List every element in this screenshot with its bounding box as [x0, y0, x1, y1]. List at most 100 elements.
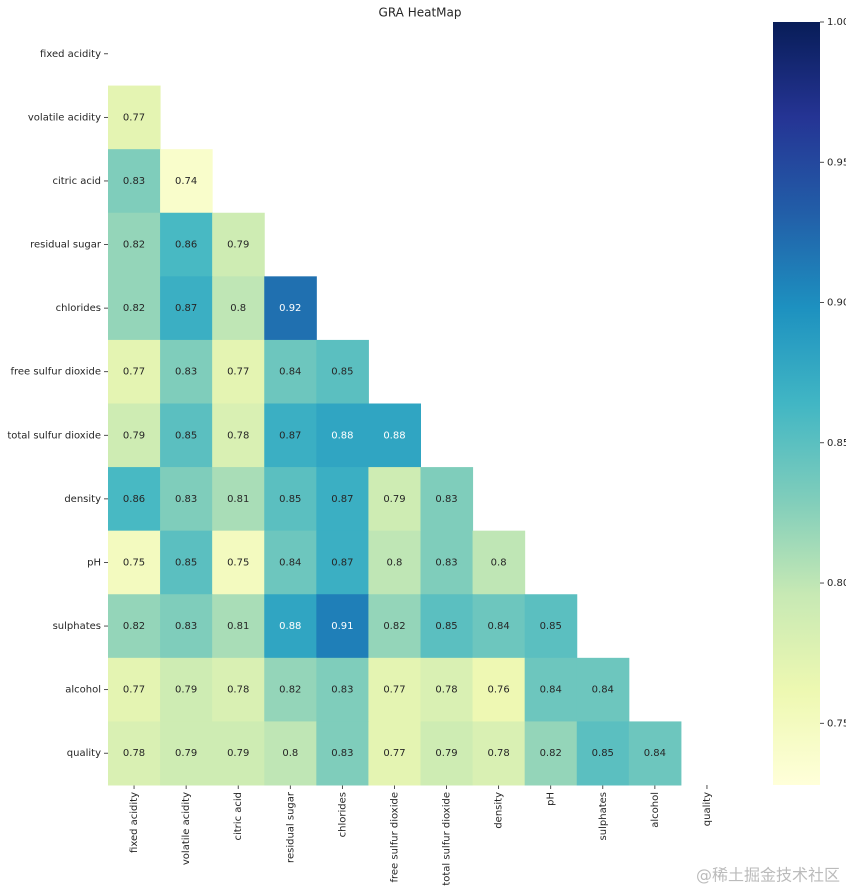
- cell-label: 0.84: [279, 557, 301, 568]
- cell-label: 0.79: [123, 430, 145, 441]
- heatmap-cell: [368, 657, 421, 722]
- cell-label: 0.79: [435, 748, 457, 759]
- heatmap-cell: [420, 721, 474, 786]
- x-tick-label: density: [494, 792, 505, 829]
- colorbar-tick-label: 0.80: [827, 578, 846, 589]
- heatmap-cell: [316, 467, 369, 532]
- x-tick-label: fixed acidity: [129, 792, 140, 853]
- heatmap-cell: [316, 657, 369, 722]
- cell-label: 0.87: [331, 494, 353, 505]
- cell-label: 0.85: [435, 621, 457, 632]
- cell-label: 0.83: [331, 748, 353, 759]
- y-tick-label: citric acid: [52, 176, 101, 187]
- watermark: @稀土掘金技术社区: [696, 866, 840, 885]
- heatmap-cell: [108, 212, 161, 277]
- cell-label: 0.77: [227, 367, 249, 378]
- cell-label: 0.78: [227, 430, 249, 441]
- cell-label: 0.79: [227, 748, 249, 759]
- y-tick-label: pH: [87, 557, 101, 568]
- heatmap-cell: [108, 85, 161, 150]
- heatmap-cell: [160, 721, 213, 786]
- heatmap-cell: [472, 657, 526, 722]
- heatmap-cell: [160, 403, 213, 468]
- y-tick-label: quality: [67, 748, 101, 759]
- cell-label: 0.8: [282, 748, 298, 759]
- heatmap-cell: [212, 721, 265, 786]
- heatmap-cell: [160, 594, 213, 659]
- cell-label: 0.92: [279, 303, 301, 314]
- heatmap-cell: [264, 339, 317, 404]
- colorbar-tick-label: 1.00: [827, 17, 846, 28]
- cell-label: 0.79: [175, 748, 197, 759]
- cell-label: 0.75: [227, 557, 249, 568]
- cell-label: 0.83: [435, 557, 457, 568]
- cell-label: 0.84: [592, 685, 614, 696]
- heatmap-cell: [108, 403, 161, 468]
- heatmap-cell: [264, 276, 317, 341]
- cell-label: 0.84: [279, 367, 301, 378]
- cell-label: 0.79: [227, 240, 249, 251]
- heatmap-cell: [108, 467, 161, 532]
- heatmap-cell: [108, 530, 161, 595]
- heatmap-cell: [420, 594, 474, 659]
- heatmap-cell: [212, 339, 265, 404]
- cell-label: 0.82: [540, 748, 562, 759]
- x-tick-label: quality: [702, 792, 713, 826]
- cell-label: 0.78: [487, 748, 509, 759]
- x-tick-label: sulphates: [598, 792, 609, 840]
- cell-label: 0.83: [331, 685, 353, 696]
- heatmap-cell: [212, 467, 265, 532]
- heatmap-cell: [316, 530, 369, 595]
- colorbar-tick-label: 0.95: [827, 157, 846, 168]
- heatmap-cell: [160, 530, 213, 595]
- chart-title: GRA HeatMap: [379, 6, 462, 20]
- cell-label: 0.83: [123, 176, 145, 187]
- y-tick-label: sulphates: [53, 621, 101, 632]
- heatmap-cell: [212, 212, 265, 277]
- cell-label: 0.77: [383, 685, 405, 696]
- cell-label: 0.87: [331, 557, 353, 568]
- heatmap-cell: [316, 403, 369, 468]
- x-tick-label: free sulfur dioxide: [389, 792, 400, 883]
- x-tick-label: chlorides: [337, 792, 348, 837]
- heatmap-cell: [160, 212, 213, 277]
- cell-label: 0.83: [435, 494, 457, 505]
- heatmap-cell: [108, 594, 161, 659]
- y-tick-label: alcohol: [65, 685, 101, 696]
- heatmap-cell: [160, 657, 213, 722]
- cell-label: 0.77: [123, 112, 145, 123]
- heatmap-cell: [160, 467, 213, 532]
- cell-label: 0.75: [123, 557, 145, 568]
- heatmap-cell: [212, 276, 265, 341]
- x-tick-label: citric acid: [233, 792, 244, 841]
- heatmap-cell: [576, 657, 630, 722]
- x-tick-label: volatile acidity: [181, 792, 192, 865]
- heatmap-cell: [472, 594, 526, 659]
- heatmap-cell: [108, 339, 161, 404]
- cell-label: 0.83: [175, 494, 197, 505]
- heatmap-cell: [316, 594, 369, 659]
- cell-label: 0.85: [592, 748, 614, 759]
- cell-label: 0.74: [175, 176, 197, 187]
- cell-label: 0.82: [279, 685, 301, 696]
- cell-label: 0.85: [175, 430, 197, 441]
- cell-label: 0.85: [175, 557, 197, 568]
- cell-label: 0.84: [487, 621, 509, 632]
- heatmap-cell: [108, 149, 161, 214]
- heatmap-cell: [368, 721, 421, 786]
- heatmap-cell: [576, 721, 630, 786]
- heatmap-cell: [160, 276, 213, 341]
- cell-label: 0.87: [175, 303, 197, 314]
- heatmap-cell: [160, 339, 213, 404]
- cell-label: 0.85: [279, 494, 301, 505]
- cell-label: 0.78: [435, 685, 457, 696]
- heatmap-cell: [108, 276, 161, 341]
- colorbar-tick-label: 0.90: [827, 298, 846, 309]
- heatmap-cell: [108, 657, 161, 722]
- cell-label: 0.88: [279, 621, 301, 632]
- heatmap-cell: [524, 721, 578, 786]
- heatmap-cell: [212, 594, 265, 659]
- cell-label: 0.84: [644, 748, 666, 759]
- cell-label: 0.83: [175, 621, 197, 632]
- heatmap-cell: [420, 530, 474, 595]
